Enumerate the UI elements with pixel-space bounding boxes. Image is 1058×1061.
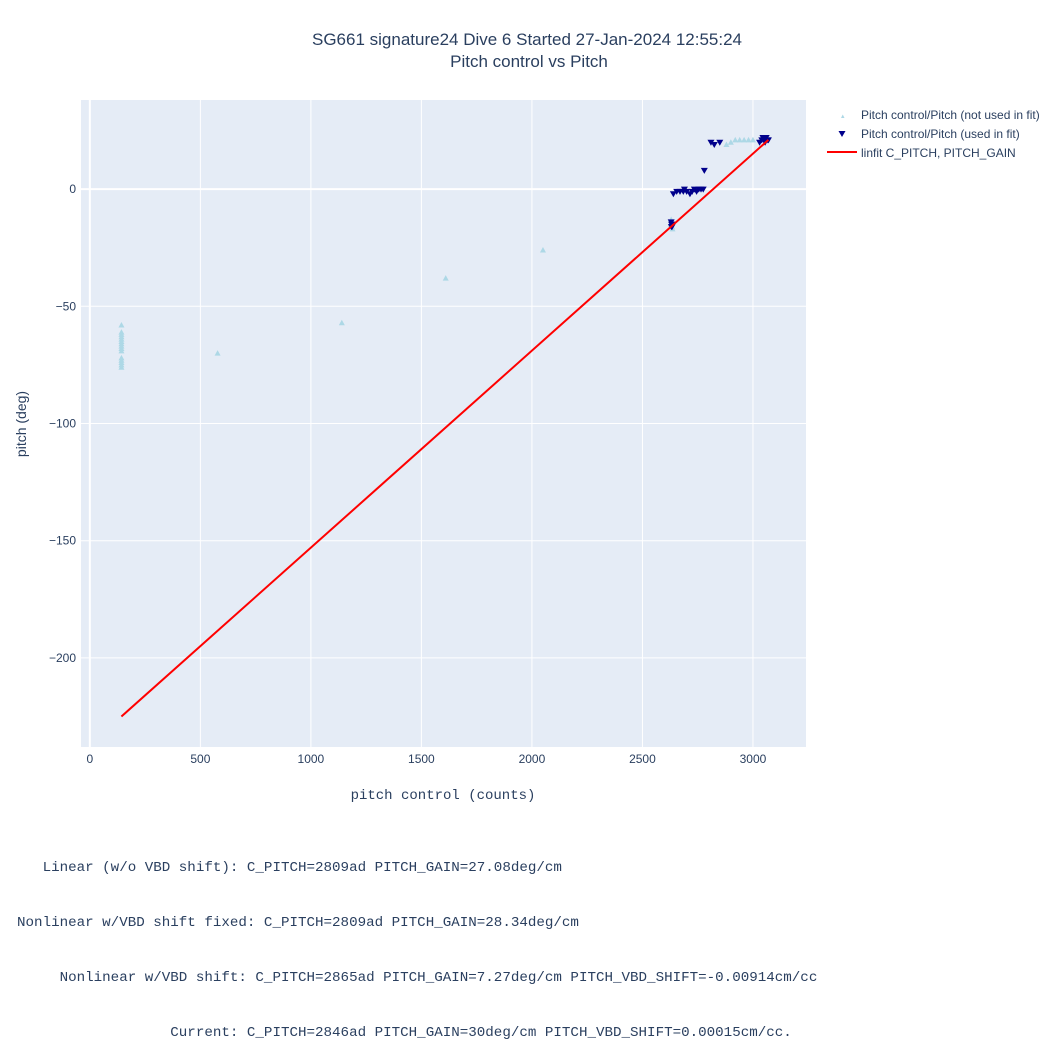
point-not-used[interactable] [539,247,546,253]
point-not-used[interactable] [723,141,730,148]
point-not-used[interactable] [732,136,739,143]
point-not-used[interactable] [214,350,221,356]
legend-item-used[interactable]: Pitch control/Pitch (used in fit) [838,127,1020,141]
x-axis-ticks: 0 500 1000 1500 2000 2500 3000 [86,752,766,766]
x-tick-label: 0 [86,752,93,766]
point-not-used[interactable] [118,322,125,328]
chart-title: SG661 signature24 Dive 6 Started 27-Jan-… [312,30,742,49]
note-linear: Linear (w/o VBD shift): C_PITCH=2809ad P… [0,859,562,876]
y-tick-label: −150 [49,534,76,548]
note-nonlinear-fixed: Nonlinear w/VBD shift fixed: C_PITCH=280… [0,915,579,932]
legend: Pitch control/Pitch (not used in fit) Pi… [827,108,1040,160]
grid-lines [81,100,806,747]
x-tick-label: 2000 [519,752,546,766]
note-current: Current: C_PITCH=2846ad PITCH_GAIN=30deg… [0,1025,792,1042]
point-used[interactable] [716,139,724,146]
point-not-used[interactable] [118,347,125,354]
fit-notes: Linear (w/o VBD shift): C_PITCH=2809ad P… [0,822,1058,1061]
triangle-down-icon [838,131,846,137]
point-not-used[interactable] [745,136,752,143]
point-not-used[interactable] [736,136,743,143]
point-not-used[interactable] [727,139,734,145]
x-tick-label: 1000 [298,752,325,766]
chart-subtitle: Pitch control vs Pitch [450,52,608,71]
y-tick-label: −100 [49,417,76,431]
point-used[interactable] [700,167,708,174]
y-axis-ticks: 0 −50 −100 −150 −200 [49,182,76,665]
linfit-line[interactable] [120,139,770,718]
x-tick-label: 2500 [629,752,656,766]
point-used[interactable] [683,188,691,195]
y-tick-label: 0 [69,182,76,196]
point-not-used[interactable] [118,364,125,370]
legend-label-used: Pitch control/Pitch (used in fit) [861,127,1020,141]
triangle-up-icon [841,114,845,118]
chart: SG661 signature24 Dive 6 Started 27-Jan-… [13,30,1040,804]
note-nonlinear-shift: Nonlinear w/VBD shift: C_PITCH=2865ad PI… [0,970,818,987]
y-tick-label: −200 [49,651,76,665]
x-tick-label: 500 [190,752,210,766]
legend-label-linfit: linfit C_PITCH, PITCH_GAIN [861,146,1016,160]
x-axis-title: pitch control (counts) [351,788,536,804]
y-tick-label: −50 [56,299,77,313]
x-tick-label: 3000 [740,752,767,766]
x-tick-label: 1500 [408,752,435,766]
legend-item-not-used[interactable]: Pitch control/Pitch (not used in fit) [841,108,1040,122]
legend-item-linfit[interactable]: linfit C_PITCH, PITCH_GAIN [827,146,1016,160]
point-used[interactable] [669,191,677,198]
legend-label-not-used: Pitch control/Pitch (not used in fit) [861,108,1040,122]
point-not-used[interactable] [442,275,449,281]
point-not-used[interactable] [741,136,748,143]
point-not-used[interactable] [749,136,756,143]
point-used[interactable] [707,139,715,146]
series-group [118,135,772,718]
y-axis-title: pitch (deg) [13,391,29,457]
point-used[interactable] [699,186,707,193]
point-used[interactable] [710,142,718,149]
point-not-used[interactable] [338,319,345,326]
